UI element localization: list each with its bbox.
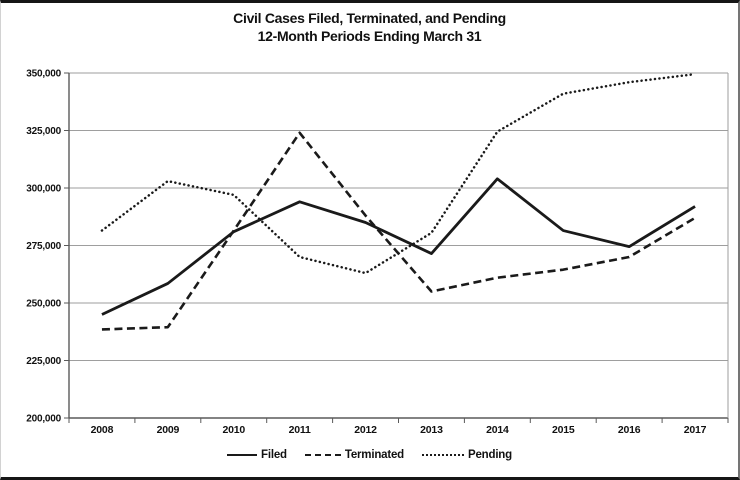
x-axis-label: 2009 [157, 424, 180, 436]
chart-title-line1: Civil Cases Filed, Terminated, and Pendi… [233, 10, 506, 26]
y-axis-label: 275,000 [26, 241, 61, 252]
legend-item-filed: Filed [227, 449, 287, 461]
series-line-filed [101, 177, 696, 316]
series-line-pending [100, 72, 697, 275]
x-axis-label: 2012 [354, 424, 377, 436]
y-axis-label: 200,000 [26, 414, 61, 425]
legend-label: Terminated [344, 449, 404, 461]
legend-swatch-dotted-line [422, 454, 464, 456]
legend-item-pending: Pending [422, 449, 512, 461]
x-axis-label: 2015 [552, 424, 575, 436]
legend-swatch-solid-line [227, 454, 258, 456]
x-axis-label: 2017 [684, 424, 707, 436]
line-chart-canvas: 200,000 225,000 250,000 275,000 300,000 325,0… [26, 69, 729, 436]
y-axis-label: 300,000 [26, 184, 61, 195]
x-axis-label: 2010 [222, 424, 245, 436]
legend-item-terminated: Terminated [304, 449, 404, 461]
y-axis-label: 250,000 [26, 299, 61, 310]
x-axis-label: 2013 [420, 424, 443, 436]
x-axis-label: 2011 [289, 424, 311, 436]
chart-title-line2: 12-Month Periods Ending March 31 [257, 28, 482, 44]
x-axis-label: 2016 [618, 424, 641, 436]
chart-legend: Filed Terminated Pending [1, 449, 738, 461]
y-axis-label: 350,000 [26, 69, 61, 80]
legend-swatch-dashed-line [304, 454, 341, 456]
legend-label: Pending [468, 449, 512, 461]
legend-label: Filed [261, 449, 287, 461]
y-axis-label: 325,000 [26, 126, 61, 137]
x-axis-label: 2008 [91, 424, 114, 436]
chart-title: Civil Cases Filed, Terminated, and Pendi… [1, 9, 738, 45]
y-axis-label: 225,000 [26, 356, 61, 367]
x-axis-label: 2014 [486, 424, 509, 436]
series-line-terminated [101, 131, 696, 331]
